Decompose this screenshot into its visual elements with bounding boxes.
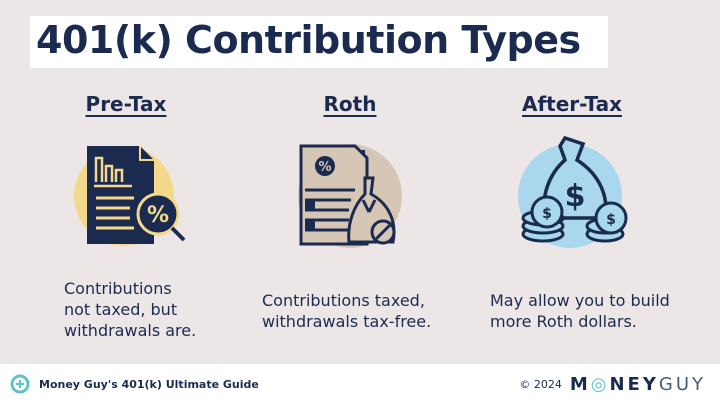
column-pre-tax: Pre-Tax [16,92,236,116]
copyright: © 2024 [519,377,562,391]
description-after-tax: May allow you to build more Roth dollars… [490,290,670,332]
description-line: May allow you to build [490,291,670,310]
description-line: not taxed, but [64,300,178,319]
document-percent-magnifier-icon: % [74,146,186,246]
description-roth: Contributions taxed, withdrawals tax-fre… [262,290,431,332]
svg-text:$: $ [606,212,616,228]
document-moneybag-no-tax-icon: % [298,144,402,248]
chat-plus-icon [10,374,30,394]
description-pre-tax: Contributions not taxed, but withdrawals… [64,278,196,341]
description-line: withdrawals are. [64,321,197,340]
svg-text:%: % [318,160,331,175]
footer: Money Guy's 401(k) Ultimate Guide © 2024… [0,364,720,404]
money-bag-coins-icon: $ $ $ [518,135,628,248]
guide-link[interactable]: Money Guy's 401(k) Ultimate Guide [10,374,259,394]
heading-after-tax: After-Tax [522,92,622,116]
description-line: Contributions [64,279,172,298]
page-title: 401(k) Contribution Types [36,18,581,62]
heading-pre-tax: Pre-Tax [85,92,167,116]
description-line: more Roth dollars. [490,312,637,331]
svg-text:$: $ [565,179,586,214]
guide-label: Money Guy's 401(k) Ultimate Guide [39,377,259,391]
svg-text:$: $ [542,206,552,222]
description-line: Contributions taxed, [262,291,425,310]
svg-text:%: % [147,203,169,228]
moneyguy-logo: M◎NEYGUY [569,373,706,395]
heading-roth: Roth [323,92,377,116]
column-after-tax: After-Tax [462,92,682,116]
description-line: withdrawals tax-free. [262,312,432,331]
title-highlight [30,16,608,68]
column-roth: Roth [240,92,460,116]
